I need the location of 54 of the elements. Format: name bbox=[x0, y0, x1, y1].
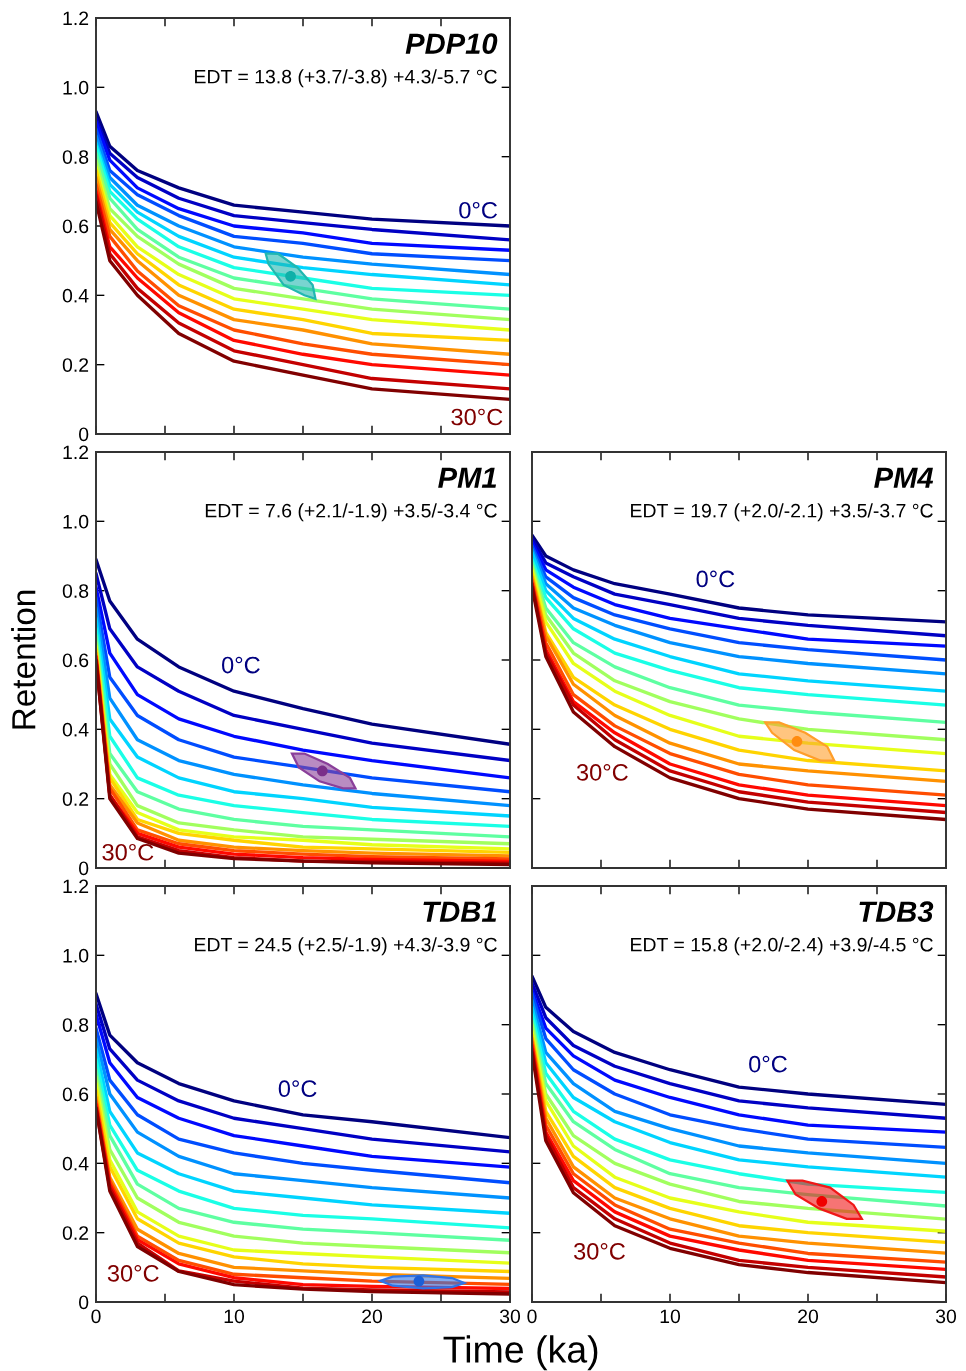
chart-title: PM1 bbox=[438, 467, 497, 488]
y-tick-label: 0.4 bbox=[62, 722, 89, 737]
x-tick-label: 20 bbox=[798, 1309, 819, 1324]
annotation: 30°C bbox=[107, 1264, 159, 1282]
y-tick-label: 1.2 bbox=[63, 879, 89, 894]
y-axis-title: Retention bbox=[11, 590, 36, 729]
text: EDT = 15.8 (+2.0/-2.4) +3.9/-4.5 °C bbox=[631, 937, 933, 956]
line-series bbox=[96, 991, 510, 1140]
text: EDT = 19.7 (+2.0/-2.1) +3.5/-3.7 °C bbox=[631, 503, 933, 522]
x-tick-label: 20 bbox=[362, 1309, 383, 1324]
y-tick-label: 0.8 bbox=[62, 1018, 89, 1032]
annotation: 0°C bbox=[222, 656, 260, 674]
y-tick-label: 0 bbox=[79, 861, 89, 876]
y-tick-label: 0 bbox=[79, 427, 89, 442]
x-tick-label: 0 bbox=[527, 1309, 537, 1324]
x-tick-label: 10 bbox=[660, 1309, 681, 1324]
x-axis-title: Time (ka) bbox=[443, 1335, 598, 1371]
x-tick-label: 30 bbox=[935, 1309, 957, 1324]
x-tick-label: 30 bbox=[499, 1309, 521, 1324]
y-tick-label: 0.8 bbox=[62, 584, 89, 598]
text: EDT = 7.6 (+2.1/-1.9) +3.5/-3.4 °C bbox=[205, 503, 497, 522]
text: EDT = 13.8 (+3.7/-3.8) +4.3/-5.7 °C bbox=[195, 69, 497, 88]
annotation: 30°C bbox=[576, 764, 628, 781]
line-series bbox=[96, 109, 510, 228]
annotation: 0°C bbox=[459, 201, 498, 219]
y-tick-label: 0.2 bbox=[62, 792, 89, 806]
x-tick-label: 0 bbox=[91, 1309, 101, 1324]
annotation: 30°C bbox=[574, 1242, 625, 1260]
chart-title: TDB1 bbox=[423, 901, 497, 922]
y-tick-label: 1.2 bbox=[63, 445, 89, 460]
y-tick-label: 1.0 bbox=[63, 948, 89, 963]
y-tick-label: 1.0 bbox=[63, 80, 89, 95]
y-tick-label: 0.8 bbox=[62, 150, 89, 164]
annotation: 30°C bbox=[451, 408, 503, 426]
y-tick-label: 0.4 bbox=[62, 1156, 89, 1171]
annotation: 0°C bbox=[278, 1080, 317, 1098]
annotation: 0°C bbox=[696, 570, 735, 588]
chart-title: PDP10 bbox=[405, 33, 498, 54]
chart-title: TDB3 bbox=[859, 901, 934, 922]
annotation: 30°C bbox=[102, 843, 154, 861]
chart-title: PM4 bbox=[874, 467, 934, 488]
y-tick-label: 1.2 bbox=[63, 11, 89, 26]
text: EDT = 24.5 (+2.5/-1.9) +4.3/-3.9 °C bbox=[195, 937, 497, 956]
y-tick-label: 0.6 bbox=[62, 1087, 89, 1102]
y-tick-label: 0.6 bbox=[62, 219, 89, 234]
y-tick-label: 0.4 bbox=[62, 288, 89, 303]
y-tick-label: 1.0 bbox=[63, 514, 89, 529]
y-tick-label: 0 bbox=[79, 1295, 89, 1310]
x-tick-label: 10 bbox=[224, 1309, 245, 1324]
line-series bbox=[96, 557, 510, 746]
y-tick-label: 0.2 bbox=[62, 1226, 89, 1240]
y-tick-label: 0.6 bbox=[62, 653, 89, 668]
y-tick-label: 0.2 bbox=[62, 358, 89, 372]
annotation: 0°C bbox=[749, 1055, 787, 1073]
